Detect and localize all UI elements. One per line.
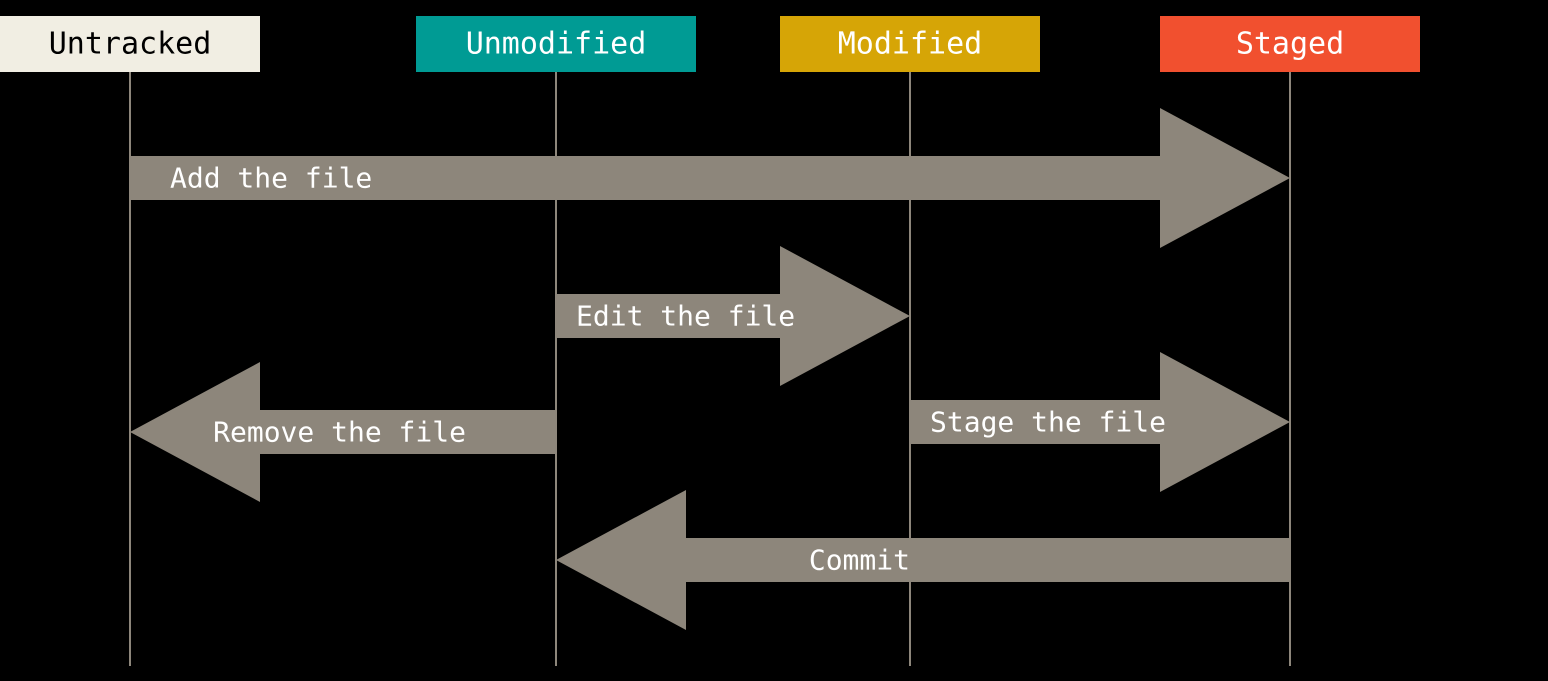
state-label-untracked: Untracked xyxy=(49,27,212,62)
state-label-unmodified: Unmodified xyxy=(466,27,647,62)
arrow-label-commit: Commit xyxy=(809,544,910,577)
arrow-label-edit: Edit the file xyxy=(576,300,795,333)
arrow-label-remove: Remove the file xyxy=(213,416,466,449)
state-label-staged: Staged xyxy=(1236,27,1344,62)
state-label-modified: Modified xyxy=(838,27,983,62)
arrow-label-stage: Stage the file xyxy=(930,406,1166,439)
arrow-label-add: Add the file xyxy=(170,162,372,195)
